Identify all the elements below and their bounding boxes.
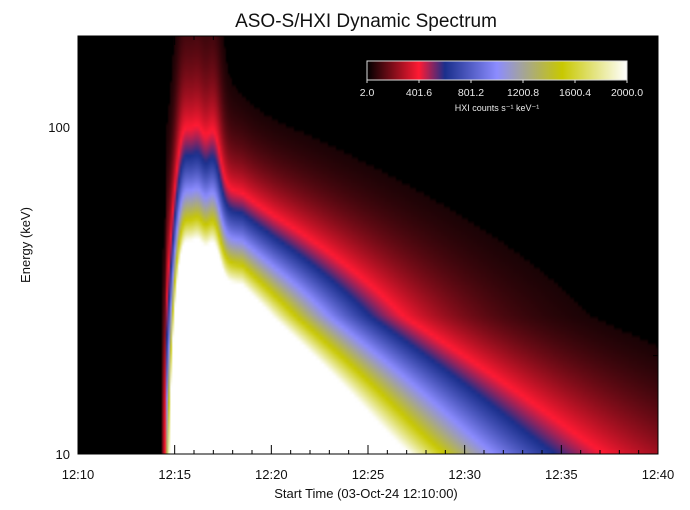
colorbar-ticks: 2.0 401.6 801.2 1200.8 1600.4 2000.0 xyxy=(360,80,643,99)
x-tick-label: 12:20 xyxy=(255,467,288,482)
x-axis-ticks: 12:10 12:15 12:20 12:25 12:30 12:35 12:40 xyxy=(62,36,675,482)
colorbar-tick-label: 2.0 xyxy=(360,87,375,99)
plot-area: 12:10 12:15 12:20 12:25 12:30 12:35 12:40 1010… xyxy=(48,35,675,482)
colorbar-tick-label: 1200.8 xyxy=(507,87,539,99)
y-axis-label: Energy (keV) xyxy=(18,207,33,283)
y-axis-ticks: 10 100 xyxy=(48,120,658,462)
watermark: 超新岛 @科普岛 xyxy=(556,480,674,499)
watermark-logo: 超新岛 xyxy=(556,480,605,499)
chart-title: ASO-S/HXI Dynamic Spectrum xyxy=(235,11,497,32)
x-tick-label: 12:35 xyxy=(545,467,578,482)
colorbar-label: HXI counts s⁻¹ keV⁻¹ xyxy=(455,103,540,113)
spectrogram-heatmap xyxy=(78,36,658,454)
colorbar-tick-label: 2000.0 xyxy=(611,87,643,99)
x-tick-label: 12:30 xyxy=(448,467,481,482)
colorbar-tick-label: 401.6 xyxy=(406,87,432,99)
x-tick-label: 12:10 xyxy=(62,467,95,482)
colorbar-gradient xyxy=(366,60,628,81)
watermark-text: @科普岛 xyxy=(610,480,674,499)
colorbar: 2.0 401.6 801.2 1200.8 1600.4 2000.0 HXI coun… xyxy=(360,60,643,113)
x-tick-label: 12:15 xyxy=(158,467,191,482)
x-tick-label: 12:25 xyxy=(352,467,385,482)
y-tick-label: 10 xyxy=(56,447,70,462)
colorbar-tick-label: 1600.4 xyxy=(559,87,591,99)
x-tick-label: 12:40 xyxy=(642,467,675,482)
colorbar-tick-label: 801.2 xyxy=(458,87,484,99)
y-tick-label: 100 xyxy=(48,120,70,135)
x-axis-label: Start Time (03-Oct-24 12:10:00) xyxy=(274,486,458,501)
